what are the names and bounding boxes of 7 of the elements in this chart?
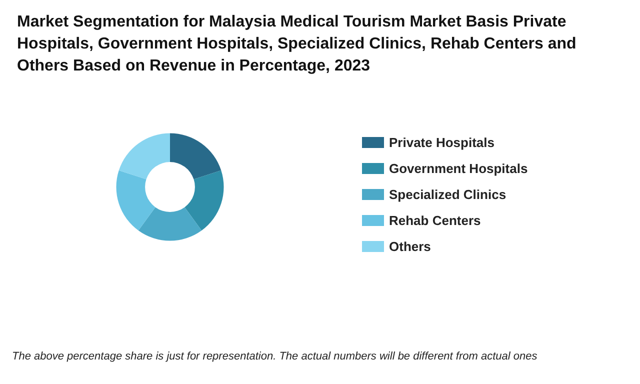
legend-label: Rehab Centers bbox=[389, 213, 481, 228]
text: The above percentage share is just for representation. The actual numbers will be different from actual ones bbox=[12, 350, 538, 362]
chart-title: Market Segmentation for Malaysia Medical Tourism Market Basis Private Hospitals, Government Hospitals, Specialized Clinics, Rehab Centers and Others Based on Revenue in Percentage, 2023 bbox=[17, 14, 581, 74]
legend-label: Specialized Clinics bbox=[389, 187, 506, 202]
legend-label: Others bbox=[389, 239, 431, 254]
legend-label: Government Hospitals bbox=[389, 161, 528, 176]
legend-label: Private Hospitals bbox=[389, 135, 494, 150]
